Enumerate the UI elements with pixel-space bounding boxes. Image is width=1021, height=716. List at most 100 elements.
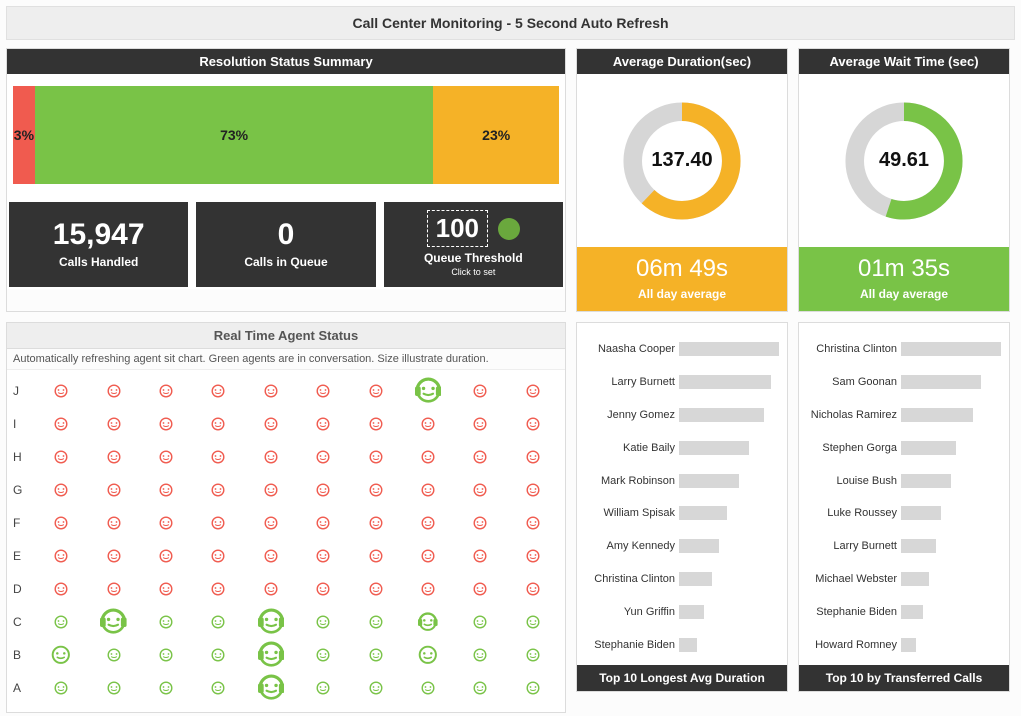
- seat-agent-icon[interactable]: [402, 408, 454, 440]
- seat-agent-icon[interactable]: [454, 540, 506, 572]
- seat-agent-icon[interactable]: [87, 672, 139, 704]
- seat-agent-icon[interactable]: [245, 672, 297, 704]
- seat-agent-icon[interactable]: [245, 573, 297, 605]
- seat-agent-icon[interactable]: [349, 672, 401, 704]
- seat-agent-icon[interactable]: [349, 507, 401, 539]
- seat-agent-icon[interactable]: [245, 606, 297, 638]
- seat-agent-icon[interactable]: [87, 474, 139, 506]
- seat-agent-icon[interactable]: [245, 408, 297, 440]
- seat-agent-icon[interactable]: [507, 474, 559, 506]
- seat-agent-icon[interactable]: [297, 639, 349, 671]
- seat-agent-icon[interactable]: [507, 408, 559, 440]
- seat-agent-icon[interactable]: [192, 441, 244, 473]
- seat-agent-icon[interactable]: [402, 639, 454, 671]
- seat-agent-icon[interactable]: [140, 408, 192, 440]
- seat-agent-icon[interactable]: [35, 573, 87, 605]
- seat-agent-icon[interactable]: [297, 375, 349, 407]
- seat-agent-icon[interactable]: [507, 375, 559, 407]
- seat-agent-icon[interactable]: [87, 540, 139, 572]
- seat-agent-icon[interactable]: [402, 375, 454, 407]
- seat-agent-icon[interactable]: [140, 573, 192, 605]
- seat-agent-icon[interactable]: [245, 474, 297, 506]
- queue-threshold-value[interactable]: 100: [427, 210, 488, 247]
- seat-agent-icon[interactable]: [35, 507, 87, 539]
- seat-agent-icon[interactable]: [297, 672, 349, 704]
- seat-agent-icon[interactable]: [35, 672, 87, 704]
- seat-agent-icon[interactable]: [297, 573, 349, 605]
- seat-agent-icon[interactable]: [297, 441, 349, 473]
- metric-queue-threshold[interactable]: 100 Queue Threshold Click to set: [384, 202, 563, 287]
- seat-agent-icon[interactable]: [402, 606, 454, 638]
- seat-agent-icon[interactable]: [35, 408, 87, 440]
- seat-agent-icon[interactable]: [87, 507, 139, 539]
- seat-agent-icon[interactable]: [507, 639, 559, 671]
- seat-agent-icon[interactable]: [192, 639, 244, 671]
- seat-agent-icon[interactable]: [454, 408, 506, 440]
- seat-agent-icon[interactable]: [140, 474, 192, 506]
- seat-agent-icon[interactable]: [507, 573, 559, 605]
- seat-agent-icon[interactable]: [140, 540, 192, 572]
- seat-agent-icon[interactable]: [87, 375, 139, 407]
- seat-agent-icon[interactable]: [349, 474, 401, 506]
- seat-agent-icon[interactable]: [507, 441, 559, 473]
- seat-agent-icon[interactable]: [192, 672, 244, 704]
- seat-agent-icon[interactable]: [349, 540, 401, 572]
- seat-agent-icon[interactable]: [507, 507, 559, 539]
- seat-agent-icon[interactable]: [245, 540, 297, 572]
- seat-agent-icon[interactable]: [454, 507, 506, 539]
- seat-agent-icon[interactable]: [35, 375, 87, 407]
- seat-agent-icon[interactable]: [192, 573, 244, 605]
- seat-agent-icon[interactable]: [87, 639, 139, 671]
- seat-agent-icon[interactable]: [192, 408, 244, 440]
- seat-agent-icon[interactable]: [245, 507, 297, 539]
- seat-agent-icon[interactable]: [192, 375, 244, 407]
- seat-agent-icon[interactable]: [349, 408, 401, 440]
- seat-agent-icon[interactable]: [507, 672, 559, 704]
- seat-agent-icon[interactable]: [402, 672, 454, 704]
- seat-agent-icon[interactable]: [402, 507, 454, 539]
- seat-agent-icon[interactable]: [35, 540, 87, 572]
- seat-agent-icon[interactable]: [87, 606, 139, 638]
- seat-agent-icon[interactable]: [87, 573, 139, 605]
- seat-agent-icon[interactable]: [454, 375, 506, 407]
- seat-agent-icon[interactable]: [454, 672, 506, 704]
- seat-agent-icon[interactable]: [140, 606, 192, 638]
- seat-agent-icon[interactable]: [402, 573, 454, 605]
- seat-agent-icon[interactable]: [454, 606, 506, 638]
- seat-agent-icon[interactable]: [297, 408, 349, 440]
- seat-agent-icon[interactable]: [192, 474, 244, 506]
- seat-agent-icon[interactable]: [349, 606, 401, 638]
- seat-agent-icon[interactable]: [140, 375, 192, 407]
- seat-agent-icon[interactable]: [35, 474, 87, 506]
- seat-agent-icon[interactable]: [297, 474, 349, 506]
- seat-agent-icon[interactable]: [87, 408, 139, 440]
- seat-agent-icon[interactable]: [245, 639, 297, 671]
- seat-agent-icon[interactable]: [507, 606, 559, 638]
- seat-agent-icon[interactable]: [140, 672, 192, 704]
- seat-agent-icon[interactable]: [454, 639, 506, 671]
- seat-agent-icon[interactable]: [140, 507, 192, 539]
- seat-agent-icon[interactable]: [402, 441, 454, 473]
- seat-agent-icon[interactable]: [87, 441, 139, 473]
- seat-agent-icon[interactable]: [349, 441, 401, 473]
- seat-agent-icon[interactable]: [245, 375, 297, 407]
- seat-agent-icon[interactable]: [297, 540, 349, 572]
- seat-agent-icon[interactable]: [297, 507, 349, 539]
- seat-agent-icon[interactable]: [192, 507, 244, 539]
- seat-agent-icon[interactable]: [245, 441, 297, 473]
- seat-agent-icon[interactable]: [35, 639, 87, 671]
- seat-agent-icon[interactable]: [454, 474, 506, 506]
- seat-agent-icon[interactable]: [349, 573, 401, 605]
- seat-agent-icon[interactable]: [140, 441, 192, 473]
- seat-agent-icon[interactable]: [507, 540, 559, 572]
- seat-agent-icon[interactable]: [35, 606, 87, 638]
- seat-agent-icon[interactable]: [454, 573, 506, 605]
- seat-agent-icon[interactable]: [454, 441, 506, 473]
- seat-agent-icon[interactable]: [35, 441, 87, 473]
- seat-agent-icon[interactable]: [192, 606, 244, 638]
- seat-agent-icon[interactable]: [140, 639, 192, 671]
- seat-agent-icon[interactable]: [402, 474, 454, 506]
- seat-agent-icon[interactable]: [192, 540, 244, 572]
- seat-agent-icon[interactable]: [402, 540, 454, 572]
- seat-agent-icon[interactable]: [297, 606, 349, 638]
